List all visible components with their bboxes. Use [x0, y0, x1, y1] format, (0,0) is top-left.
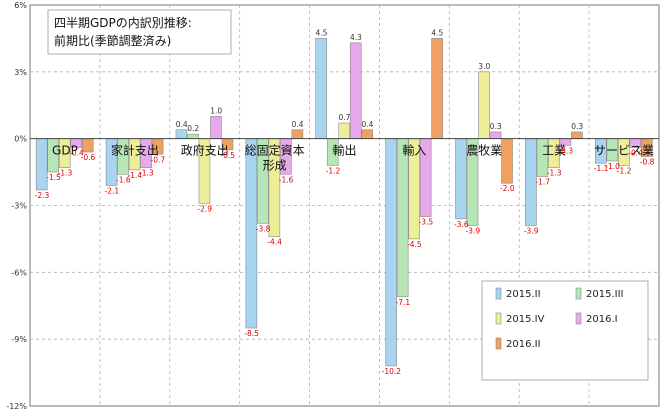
data-label: -1.2	[617, 166, 632, 175]
data-label: 0.3	[490, 122, 502, 131]
bar	[187, 133, 199, 139]
data-label: -1.6	[116, 175, 131, 184]
data-label: -1.5	[46, 173, 61, 182]
data-label: -3.8	[256, 224, 271, 233]
bar	[385, 138, 397, 367]
data-label: -2.3	[35, 191, 50, 200]
bar	[81, 138, 94, 153]
legend-swatch	[495, 287, 502, 300]
data-label: -0.4	[628, 149, 643, 158]
category-label: GDP	[52, 144, 78, 158]
data-label: 3.0	[478, 62, 490, 71]
bar	[175, 129, 188, 139]
data-label: 0.2	[187, 124, 199, 133]
bar	[431, 38, 443, 139]
category-label: サービス業	[594, 144, 654, 158]
data-label: -10.2	[382, 367, 402, 376]
chart-title: 前期比(季節調整済み)	[54, 33, 171, 48]
data-label: 4.5	[431, 28, 443, 37]
y-tick-label: 0%	[14, 135, 27, 144]
data-label: -1.1	[594, 164, 609, 173]
bar	[210, 116, 222, 139]
data-label: -1.0	[605, 162, 620, 171]
y-tick-label: 3%	[14, 68, 27, 77]
data-label: -2.9	[197, 204, 212, 213]
category-label: 家計支出	[111, 143, 159, 158]
bar	[478, 71, 490, 139]
bar	[361, 129, 374, 139]
data-label: -4.5	[407, 240, 422, 249]
data-label: 0.7	[339, 113, 351, 122]
data-label: -2.0	[500, 184, 515, 193]
data-label: 0.4	[362, 120, 374, 129]
data-label: -0.7	[151, 155, 166, 164]
data-label: -3.6	[454, 220, 469, 229]
data-label: -0.6	[81, 153, 96, 162]
bar	[245, 138, 258, 329]
data-label: -1.2	[326, 166, 341, 175]
category-label: 輸出	[332, 143, 356, 158]
data-label: -0.4	[69, 149, 84, 158]
bar	[489, 131, 502, 139]
category-label: 農牧業	[466, 144, 502, 158]
data-label: 4.3	[350, 33, 362, 42]
data-label: -3.9	[524, 227, 539, 236]
data-label: -4.4	[267, 238, 282, 247]
legend-label: 2015.III	[586, 289, 623, 300]
data-label: -0.5	[220, 151, 235, 160]
legend-swatch	[495, 337, 502, 350]
legend-label: 2015.II	[506, 289, 541, 300]
chart-title: 四半期GDPの内訳別推移:	[54, 15, 192, 30]
bar	[315, 38, 328, 139]
data-label: 0.4	[292, 120, 304, 129]
category-label: 政府支出	[181, 143, 229, 158]
title-box	[47, 9, 232, 55]
legend-label: 2016.I	[586, 314, 618, 325]
bar	[338, 122, 351, 139]
legend-swatch	[575, 312, 582, 325]
y-tick-label: 6%	[14, 1, 27, 10]
legend-label: 2015.IV	[506, 314, 545, 325]
bar	[291, 129, 304, 139]
legend-box	[481, 280, 649, 381]
data-label: -1.3	[58, 169, 73, 178]
data-label: -3.9	[465, 227, 480, 236]
data-label: 4.5	[316, 28, 328, 37]
category-label: 総固定資本	[245, 143, 305, 158]
data-label: -0.8	[640, 157, 655, 166]
y-tick-label: -9%	[11, 335, 27, 344]
data-label: -2.1	[105, 186, 120, 195]
data-label: 1.0	[210, 106, 222, 115]
data-label: -3.5	[419, 218, 434, 227]
data-label: 0.4	[176, 120, 188, 129]
data-label: -1.6	[279, 175, 294, 184]
data-label: -1.3	[547, 169, 562, 178]
legend-swatch	[575, 287, 582, 300]
data-label: -0.3	[558, 146, 573, 155]
bar	[455, 138, 467, 220]
bar	[501, 138, 513, 184]
category-label: 工業	[542, 144, 566, 158]
y-tick-label: -6%	[11, 268, 27, 277]
y-tick-label: -12%	[6, 402, 27, 411]
data-label: -1.4	[128, 171, 143, 180]
bar	[349, 42, 362, 139]
data-label: -7.1	[396, 298, 411, 307]
legend-label: 2016.II	[506, 339, 541, 350]
legend-swatch	[495, 312, 502, 325]
bar	[571, 131, 583, 139]
y-tick-label: -3%	[11, 202, 27, 211]
bar	[35, 138, 48, 191]
data-label: 0.3	[571, 122, 583, 131]
category-label: 輸入	[402, 143, 426, 158]
data-label: -1.7	[535, 178, 550, 187]
data-label: -1.3	[139, 169, 154, 178]
data-label: -8.5	[244, 329, 259, 338]
bar	[396, 138, 409, 298]
category-label: 形成	[263, 159, 287, 173]
